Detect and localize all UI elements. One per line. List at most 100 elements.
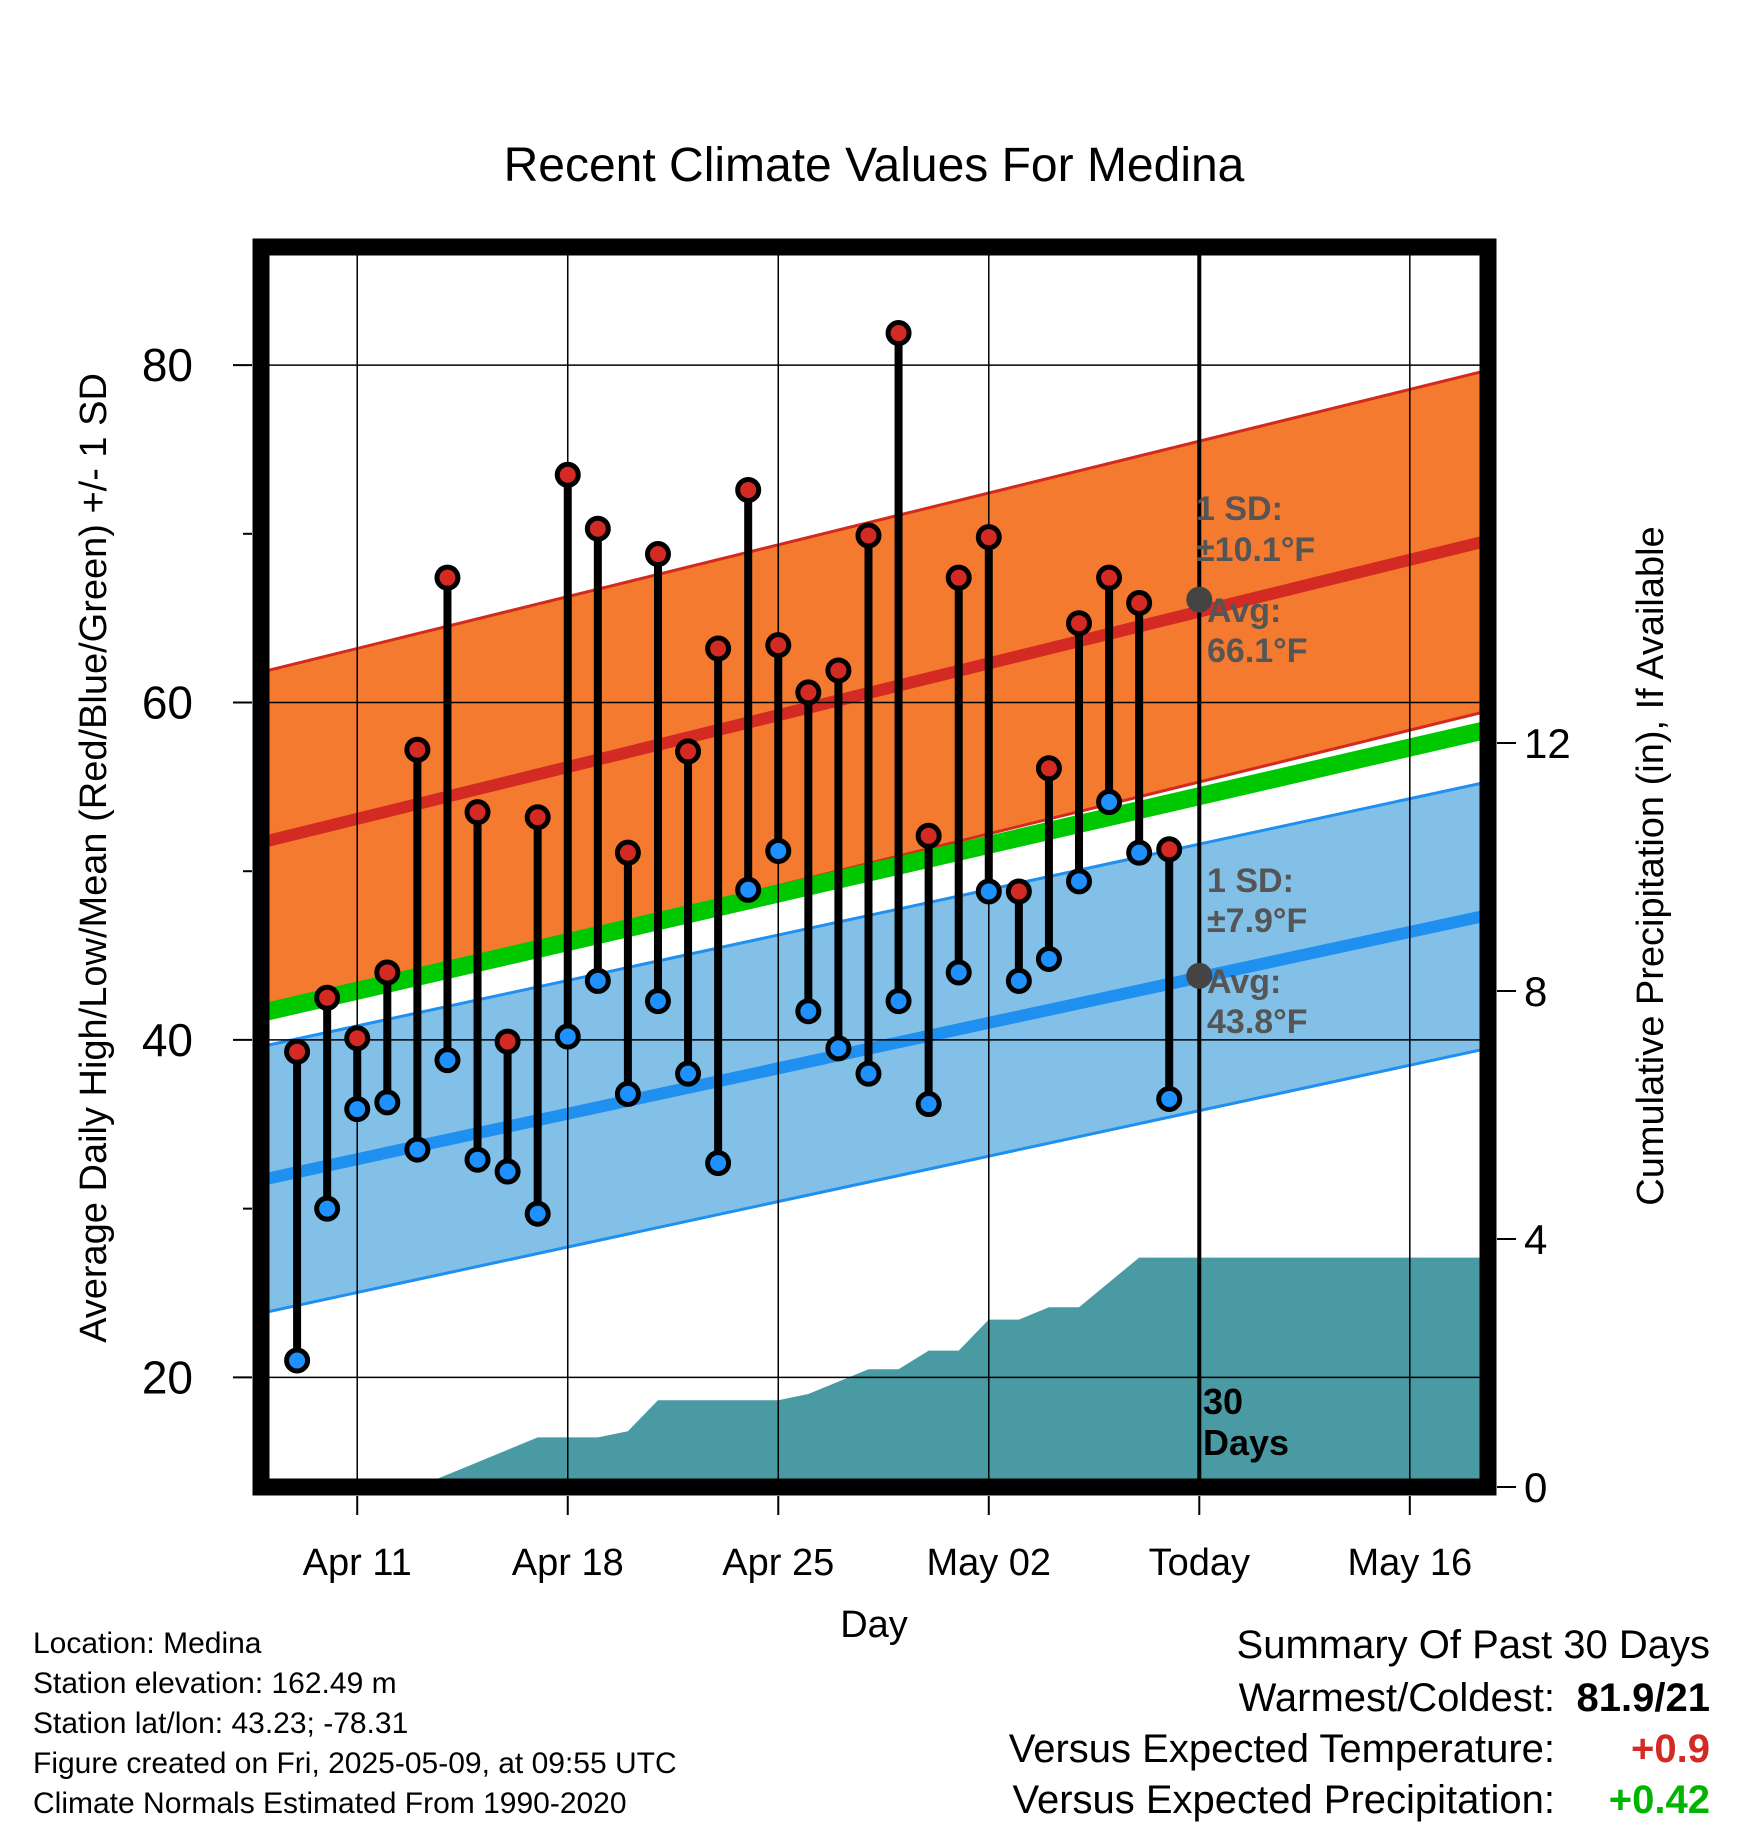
y-right-tick-label: 0 <box>1524 1464 1547 1511</box>
chart-title: Recent Climate Values For Medina <box>503 139 1245 192</box>
high-temp-point <box>344 1025 371 1052</box>
summary-warmest-value: 81.9/21 <box>1576 1676 1710 1720</box>
low-temp-point <box>494 1158 521 1185</box>
low-temp-point <box>1096 789 1123 816</box>
low-temp-point <box>554 1023 581 1050</box>
high-temp-point <box>434 564 461 591</box>
low-temp-point <box>855 1060 882 1087</box>
low-temp-point <box>1126 839 1153 866</box>
low-avg-value: 43.8°F <box>1207 1003 1308 1041</box>
high-temp-point <box>494 1028 521 1055</box>
low-temp-point <box>915 1091 942 1118</box>
high-temp-point <box>735 476 762 503</box>
low-sd-value: ±7.9°F <box>1207 902 1307 940</box>
plot-area <box>261 247 1488 1487</box>
low-temp-point <box>735 876 762 903</box>
low-sd-upper-edge <box>261 780 1488 1049</box>
low-temp-point <box>885 988 912 1015</box>
high-sd-label: 1 SD: <box>1196 490 1283 528</box>
period-label: 30 <box>1203 1381 1243 1422</box>
high-temp-point <box>825 657 852 684</box>
y-left-tick-label: 60 <box>142 677 193 729</box>
high-temp-point <box>915 822 942 849</box>
high-temp-point <box>765 632 792 659</box>
low-temp-point <box>314 1195 341 1222</box>
high-temp-point <box>644 541 671 568</box>
high-temp-point <box>795 679 822 706</box>
summary-precip-value: +0.42 <box>1608 1778 1710 1822</box>
high-temp-point <box>374 959 401 986</box>
plot-frame <box>252 238 1497 1496</box>
low-avg-label: Avg: <box>1207 963 1281 1001</box>
period-label-days: Days <box>1203 1422 1289 1463</box>
precip-area <box>261 1257 1488 1487</box>
high-temp-point <box>554 461 581 488</box>
low-temp-point <box>1005 967 1032 994</box>
low-sd-lower-edge <box>261 1046 1488 1315</box>
low-temp-point <box>374 1089 401 1116</box>
info-latlon: Station lat/lon: 43.23; -78.31 <box>33 1707 409 1740</box>
high-temp-point <box>524 804 551 831</box>
high-temp-point <box>1096 564 1123 591</box>
high-sd-value: ±10.1°F <box>1196 531 1315 569</box>
high-temp-point <box>314 984 341 1011</box>
today-high-avg-point <box>1186 586 1213 613</box>
summary-temp-value: +0.9 <box>1631 1727 1710 1771</box>
high-temp-point <box>1066 610 1092 637</box>
high-temp-point <box>675 738 702 765</box>
high-temp-point <box>464 799 491 826</box>
low-temp-point <box>795 998 822 1025</box>
x-tick-label: May 02 <box>926 1542 1051 1584</box>
y-left-tick-label: 40 <box>142 1014 193 1066</box>
low-temp-point <box>765 837 792 864</box>
info-normals: Climate Normals Estimated From 1990-2020 <box>33 1787 627 1820</box>
info-location: Location: Medina <box>33 1627 262 1660</box>
x-tick-label: Apr 18 <box>512 1542 624 1584</box>
high-temp-point <box>584 515 611 542</box>
low-temp-point <box>614 1080 641 1107</box>
high-temp-point <box>945 564 972 591</box>
info-elevation: Station elevation: 162.49 m <box>33 1667 397 1700</box>
high-avg-label: Avg: <box>1207 592 1281 630</box>
y-right-tick-label: 8 <box>1524 968 1547 1015</box>
low-temp-point <box>1066 868 1092 895</box>
low-temp-point <box>284 1347 311 1374</box>
summary-warmest-label: Warmest/Coldest: <box>1238 1676 1555 1720</box>
high-temp-point <box>1005 878 1032 905</box>
y-right-tick-label: 4 <box>1524 1216 1547 1263</box>
high-temp-point <box>284 1038 311 1065</box>
low-temp-point <box>644 988 671 1015</box>
y-left-axis-label: Average Daily High/Low/Mean (Red/Blue/Gr… <box>73 373 115 1343</box>
y-right-axis-label: Cumulative Precipitation (in), If Availa… <box>1630 526 1672 1205</box>
normal-low-line <box>261 909 1488 1186</box>
low-temp-point <box>404 1136 431 1163</box>
x-tick-label: Apr 11 <box>303 1542 412 1584</box>
today-low-avg-point <box>1186 962 1213 989</box>
low-temp-point <box>975 878 1002 905</box>
low-temp-point <box>705 1150 732 1177</box>
normal-mean-line <box>261 720 1488 1022</box>
high-temp-point <box>1035 755 1062 782</box>
low-temp-point <box>584 967 611 994</box>
low-temp-point <box>344 1096 371 1123</box>
summary-temp-label: Versus Expected Temperature: <box>1008 1727 1555 1771</box>
high-temp-point <box>855 522 882 549</box>
x-tick-label: Apr 25 <box>722 1542 834 1584</box>
summary-heading: Summary Of Past 30 Days <box>1236 1623 1710 1667</box>
low-temp-point <box>675 1060 702 1087</box>
summary-precip-label: Versus Expected Precipitation: <box>1012 1778 1555 1822</box>
high-temp-point <box>885 320 912 347</box>
low-temp-point <box>524 1200 551 1227</box>
y-left-tick-label: 20 <box>142 1351 193 1403</box>
low-sd-label: 1 SD: <box>1207 862 1294 900</box>
x-tick-label: Today <box>1149 1542 1250 1584</box>
high-temp-point <box>614 839 641 866</box>
normal-high-line <box>261 534 1488 849</box>
low-temp-point <box>1035 945 1062 972</box>
high-temp-point <box>1126 589 1153 616</box>
high-avg-value: 66.1°F <box>1207 632 1308 670</box>
low-temp-point <box>945 959 972 986</box>
x-tick-label: May 16 <box>1347 1542 1472 1584</box>
x-axis-label: Day <box>840 1604 908 1646</box>
